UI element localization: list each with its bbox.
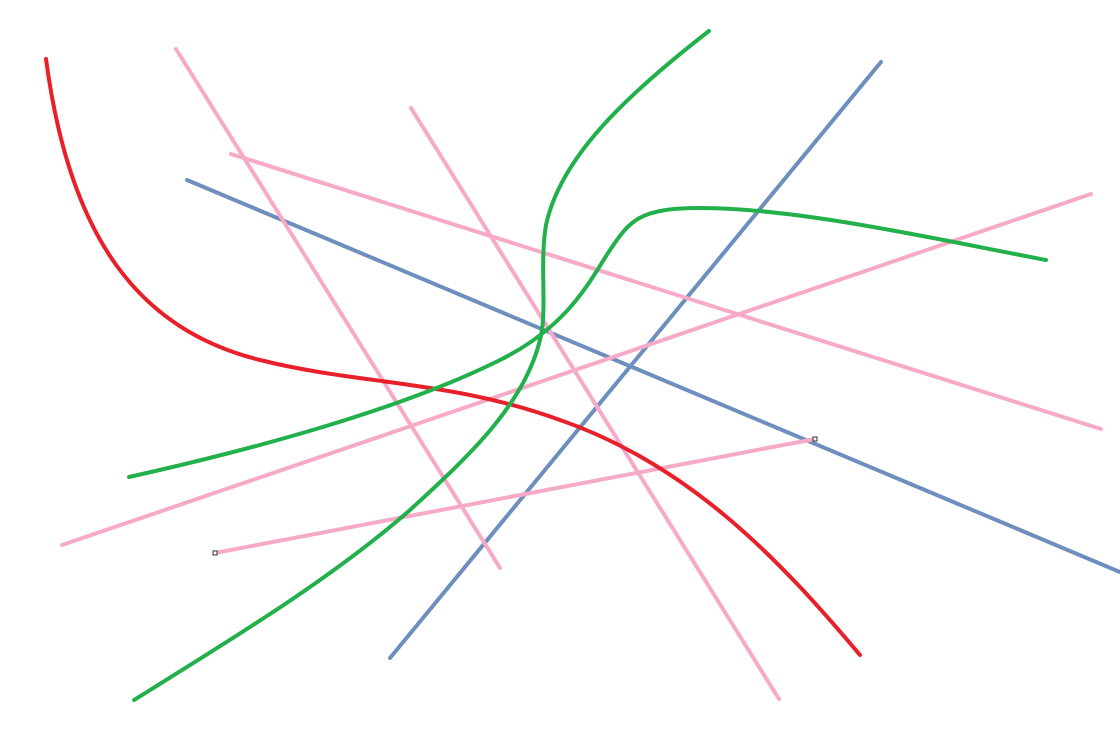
pink-line-4[interactable] [60, 192, 1093, 547]
selection-handle-end[interactable] [812, 436, 818, 442]
green-curve-2[interactable] [127, 206, 1048, 479]
pink-line-2[interactable] [409, 106, 781, 701]
blue-line-2[interactable] [388, 60, 883, 660]
pink-line-1[interactable] [174, 47, 502, 570]
green-curve-1[interactable] [132, 29, 711, 702]
blue-line-1[interactable] [185, 178, 1120, 574]
selection-handle-start[interactable] [212, 550, 218, 556]
red-curve[interactable] [44, 57, 862, 657]
pink-line-3[interactable] [229, 152, 1103, 431]
pink-line-5[interactable] [213, 437, 817, 555]
